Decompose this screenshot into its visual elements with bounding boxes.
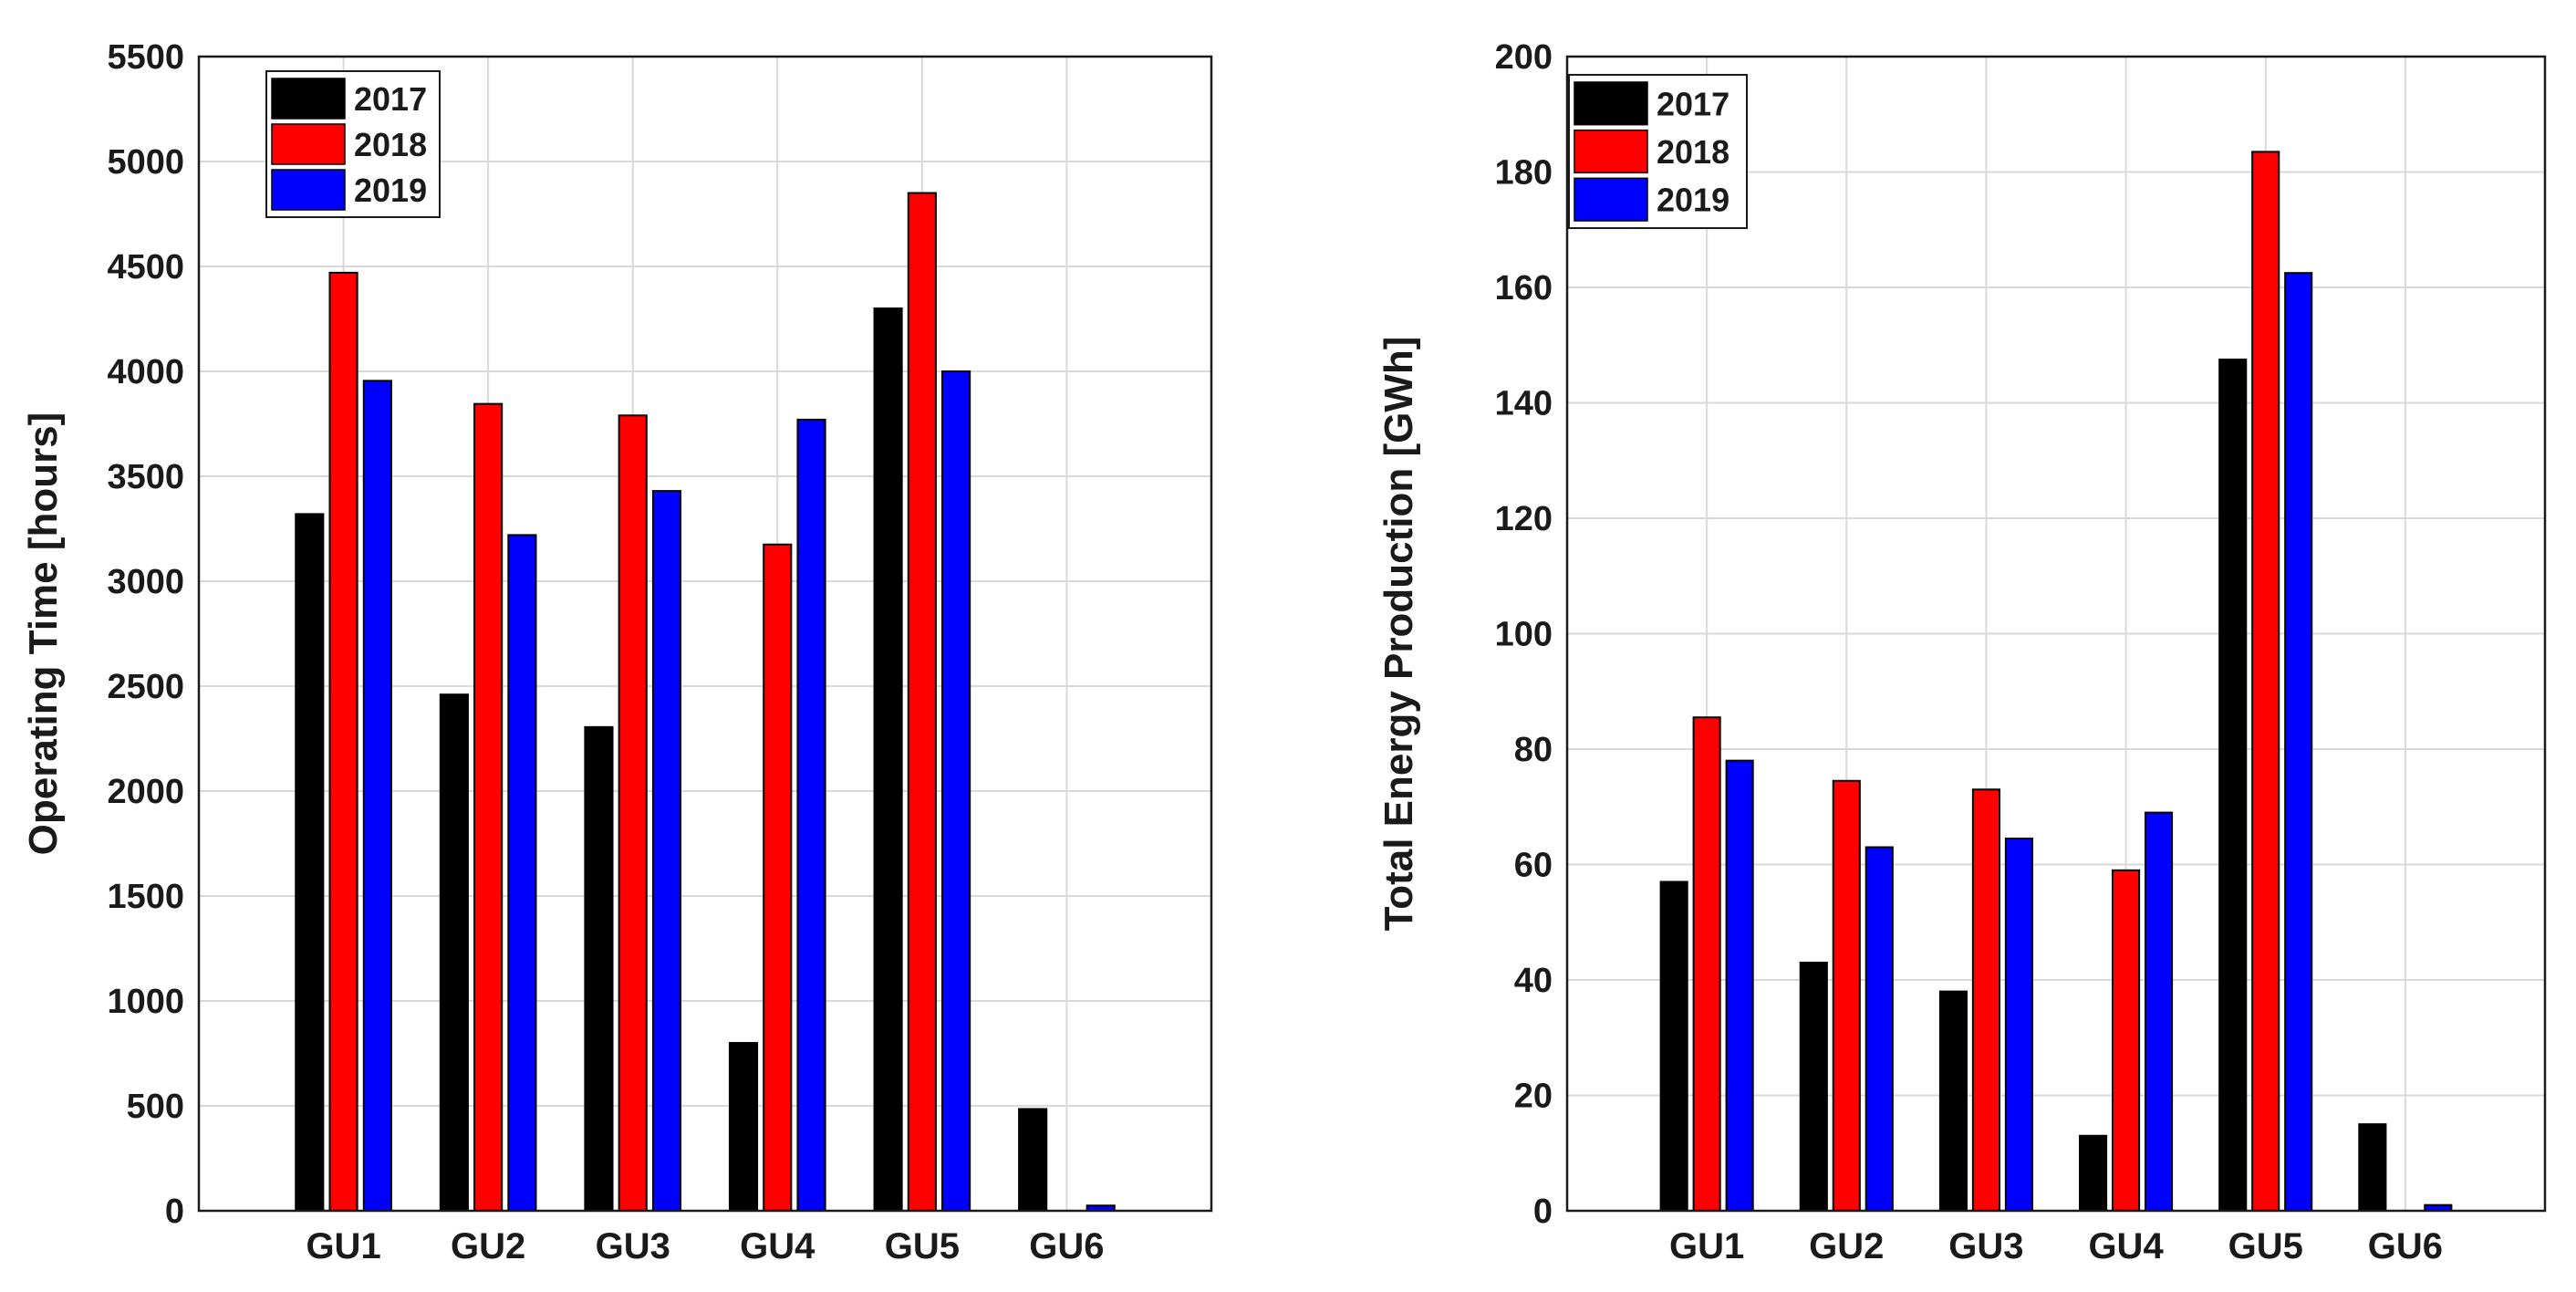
y-tick-label: 100 [1495,616,1553,654]
bar-2017-GU2 [1799,962,1828,1213]
legend-label-2019: 2019 [354,172,427,209]
legend: 2017 2018 2019 [1568,74,1748,229]
x-tick-label: GU4 [2088,1226,2164,1266]
legend-label-2017: 2017 [354,80,427,118]
bar-2019-GU1 [1725,759,1754,1213]
bar-2019-GU3 [2004,838,2033,1212]
y-tick-label: 180 [1495,154,1553,193]
bar-2019-GU2 [507,534,537,1212]
legend: 2017 2018 2019 [265,70,441,218]
bar-2018-GU3 [618,414,648,1212]
x-tick-label: GU5 [2228,1226,2303,1266]
bar-2018-GU4 [2112,869,2141,1212]
bar-2018-GU5 [2251,151,2280,1212]
legend-swatch-2017 [271,78,346,120]
bar-2017-GU6 [2358,1123,2387,1212]
bar-2019-GU1 [362,380,392,1213]
y-tick-label: 120 [1495,500,1553,538]
y-tick-label: 4500 [107,248,184,287]
x-tick-label: GU3 [596,1226,670,1266]
bar-2017-GU4 [728,1042,759,1212]
y-tick-label: 20 [1514,1078,1553,1116]
y-tick-label: 2000 [107,773,184,811]
y-tick-label: 0 [1533,1193,1553,1231]
x-tick-label: GU4 [740,1226,815,1266]
bar-2017-GU2 [439,693,469,1212]
bar-2019-GU4 [2145,811,2174,1212]
legend-swatch-2017 [1574,81,1648,126]
x-tick-label: GU2 [1809,1226,1884,1266]
x-tick-label: GU2 [451,1226,525,1266]
y-tick-label: 2500 [107,668,184,706]
legend-label-2018: 2018 [1657,133,1729,171]
bar-2017-GU6 [1018,1108,1048,1212]
legend-label-2017: 2017 [1657,85,1729,122]
operating-time-chart: 0 500 1000 1500 2000 2500 3000 3500 4000 4500 5000… [21,38,1213,1266]
x-tick-label: GU3 [1948,1226,2023,1266]
bar-2019-GU3 [651,490,682,1212]
legend-swatch-2019 [271,169,346,211]
y-tick-label: 5000 [107,143,184,182]
x-tick-label: GU1 [1669,1226,1744,1266]
y-tick-label: 3000 [107,563,184,601]
y-axis-label: Operating Time [hours] [21,412,66,856]
bar-2018-GU1 [328,271,358,1212]
bar-2018-GU2 [1832,779,1861,1212]
y-tick-label: 500 [127,1088,184,1126]
y-tick-label: 5500 [107,38,184,77]
y-tick-label: 80 [1514,731,1553,769]
legend-swatch-2018 [1574,129,1648,174]
bar-2017-GU3 [1938,990,1968,1213]
bar-2017-GU5 [873,307,903,1212]
y-tick-label: 140 [1495,385,1553,423]
legend-label-2018: 2018 [354,126,427,163]
bar-2017-GU5 [2218,359,2248,1212]
x-tick-label: GU6 [2368,1226,2443,1266]
axes-frame [197,55,1213,1213]
y-tick-label: 0 [165,1193,184,1231]
energy-production-chart: 0 20 40 60 80 100 120 140 160 180 200 GU1 GU2 GU3 GU4 G… [1376,38,2547,1266]
y-tick-label: 40 [1514,962,1553,1000]
legend-swatch-2019 [1574,177,1648,222]
y-tick-label: 200 [1495,38,1553,77]
bar-2018-GU4 [763,543,793,1212]
bar-2017-GU3 [584,725,614,1212]
bar-2018-GU5 [907,192,937,1212]
bar-2017-GU1 [1659,880,1688,1212]
y-tick-label: 160 [1495,269,1553,307]
y-tick-label: 1500 [107,878,184,916]
y-tick-label: 4000 [107,353,184,391]
bar-2018-GU3 [1971,788,2000,1213]
bar-2019-GU5 [2284,272,2313,1212]
x-tick-label: GU1 [306,1226,380,1266]
axes-frame [1565,55,2547,1213]
y-tick-label: 3500 [107,458,184,496]
bar-2019-GU2 [1864,846,1894,1213]
bar-2019-GU4 [796,418,826,1212]
legend-label-2019: 2019 [1657,182,1729,219]
bar-2018-GU1 [1692,716,1721,1212]
y-axis-label: Total Energy Production [GWh] [1376,337,1421,932]
x-tick-label: GU5 [885,1226,960,1266]
bar-2017-GU1 [295,513,325,1212]
bar-2018-GU2 [473,402,504,1212]
x-tick-label: GU6 [1029,1226,1104,1266]
bar-2017-GU4 [2079,1134,2108,1213]
y-tick-label: 1000 [107,983,184,1021]
y-tick-label: 60 [1514,847,1553,885]
bar-2019-GU5 [941,370,971,1212]
legend-swatch-2018 [271,123,346,165]
